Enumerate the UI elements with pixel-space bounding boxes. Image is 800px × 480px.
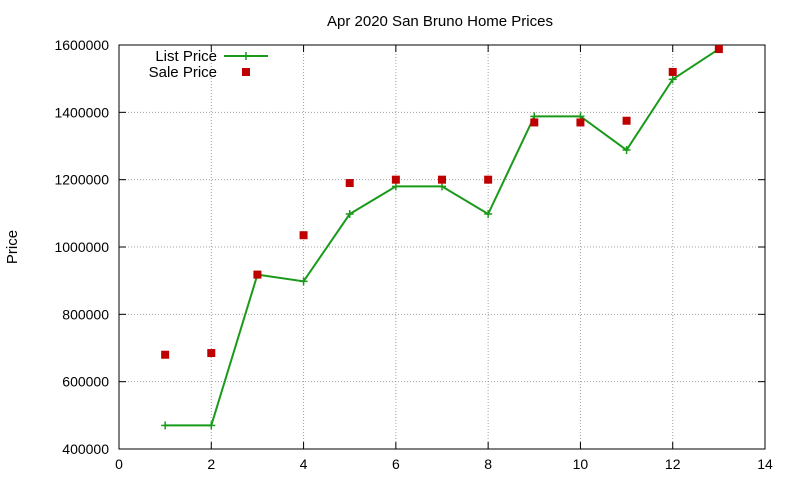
sale-price-point — [438, 175, 446, 184]
legend-label-list-price: List Price — [155, 48, 217, 65]
sale-price-point — [668, 67, 677, 76]
x-tick-label: 14 — [757, 456, 773, 472]
x-tick-label: 0 — [115, 456, 123, 472]
y-axis-label: Price — [4, 230, 21, 264]
x-tick-label: 6 — [392, 456, 400, 472]
sale-price-point — [714, 45, 723, 54]
list-price-point — [345, 210, 354, 219]
sale-price-point — [161, 350, 170, 359]
y-tick-label: 1600000 — [54, 37, 109, 53]
y-tick-label: 400000 — [62, 441, 109, 457]
sale-price-point — [576, 118, 585, 127]
chart-title: Apr 2020 San Bruno Home Prices — [327, 13, 553, 30]
list-price-line — [165, 48, 720, 427]
y-tick-label: 1000000 — [54, 239, 109, 255]
series-layer — [161, 45, 723, 430]
list-price-point — [391, 182, 400, 191]
x-tick-label: 10 — [573, 456, 589, 472]
grid — [119, 45, 765, 449]
y-tick-label: 600000 — [62, 374, 109, 390]
legend: List Price Sale Price — [149, 48, 268, 81]
legend-marker-list-price — [242, 52, 250, 60]
x-tick-label: 2 — [207, 456, 215, 472]
y-tick-label: 1400000 — [54, 104, 109, 120]
y-tick-label: 800000 — [62, 306, 109, 322]
list-price-point — [622, 146, 631, 155]
sale-price-point — [207, 349, 216, 358]
sale-price-point — [299, 231, 308, 240]
sale-price-point — [530, 118, 539, 127]
x-tick-label: 12 — [665, 456, 681, 472]
legend-label-sale-price: Sale Price — [149, 64, 217, 81]
x-tick-label: 8 — [484, 456, 492, 472]
list-price-point — [207, 421, 216, 430]
sale-price-point — [391, 175, 400, 184]
sale-price-point — [622, 116, 631, 125]
x-tick-label: 4 — [300, 456, 308, 472]
list-price-point — [299, 277, 308, 286]
list-price-point — [161, 421, 170, 430]
sale-price-point — [484, 175, 493, 184]
list-price-point — [438, 182, 446, 191]
axis-ticks: 0 2 4 6 8 10 12 14 400000 600000 800000 1000000 1200… — [54, 37, 773, 472]
list-price-point — [668, 75, 677, 84]
legend-marker-sale-price — [242, 68, 250, 76]
y-tick-label: 1200000 — [54, 172, 109, 188]
sale-price-point — [253, 270, 262, 279]
sale-price-point — [345, 179, 354, 188]
list-price-point — [484, 210, 493, 219]
